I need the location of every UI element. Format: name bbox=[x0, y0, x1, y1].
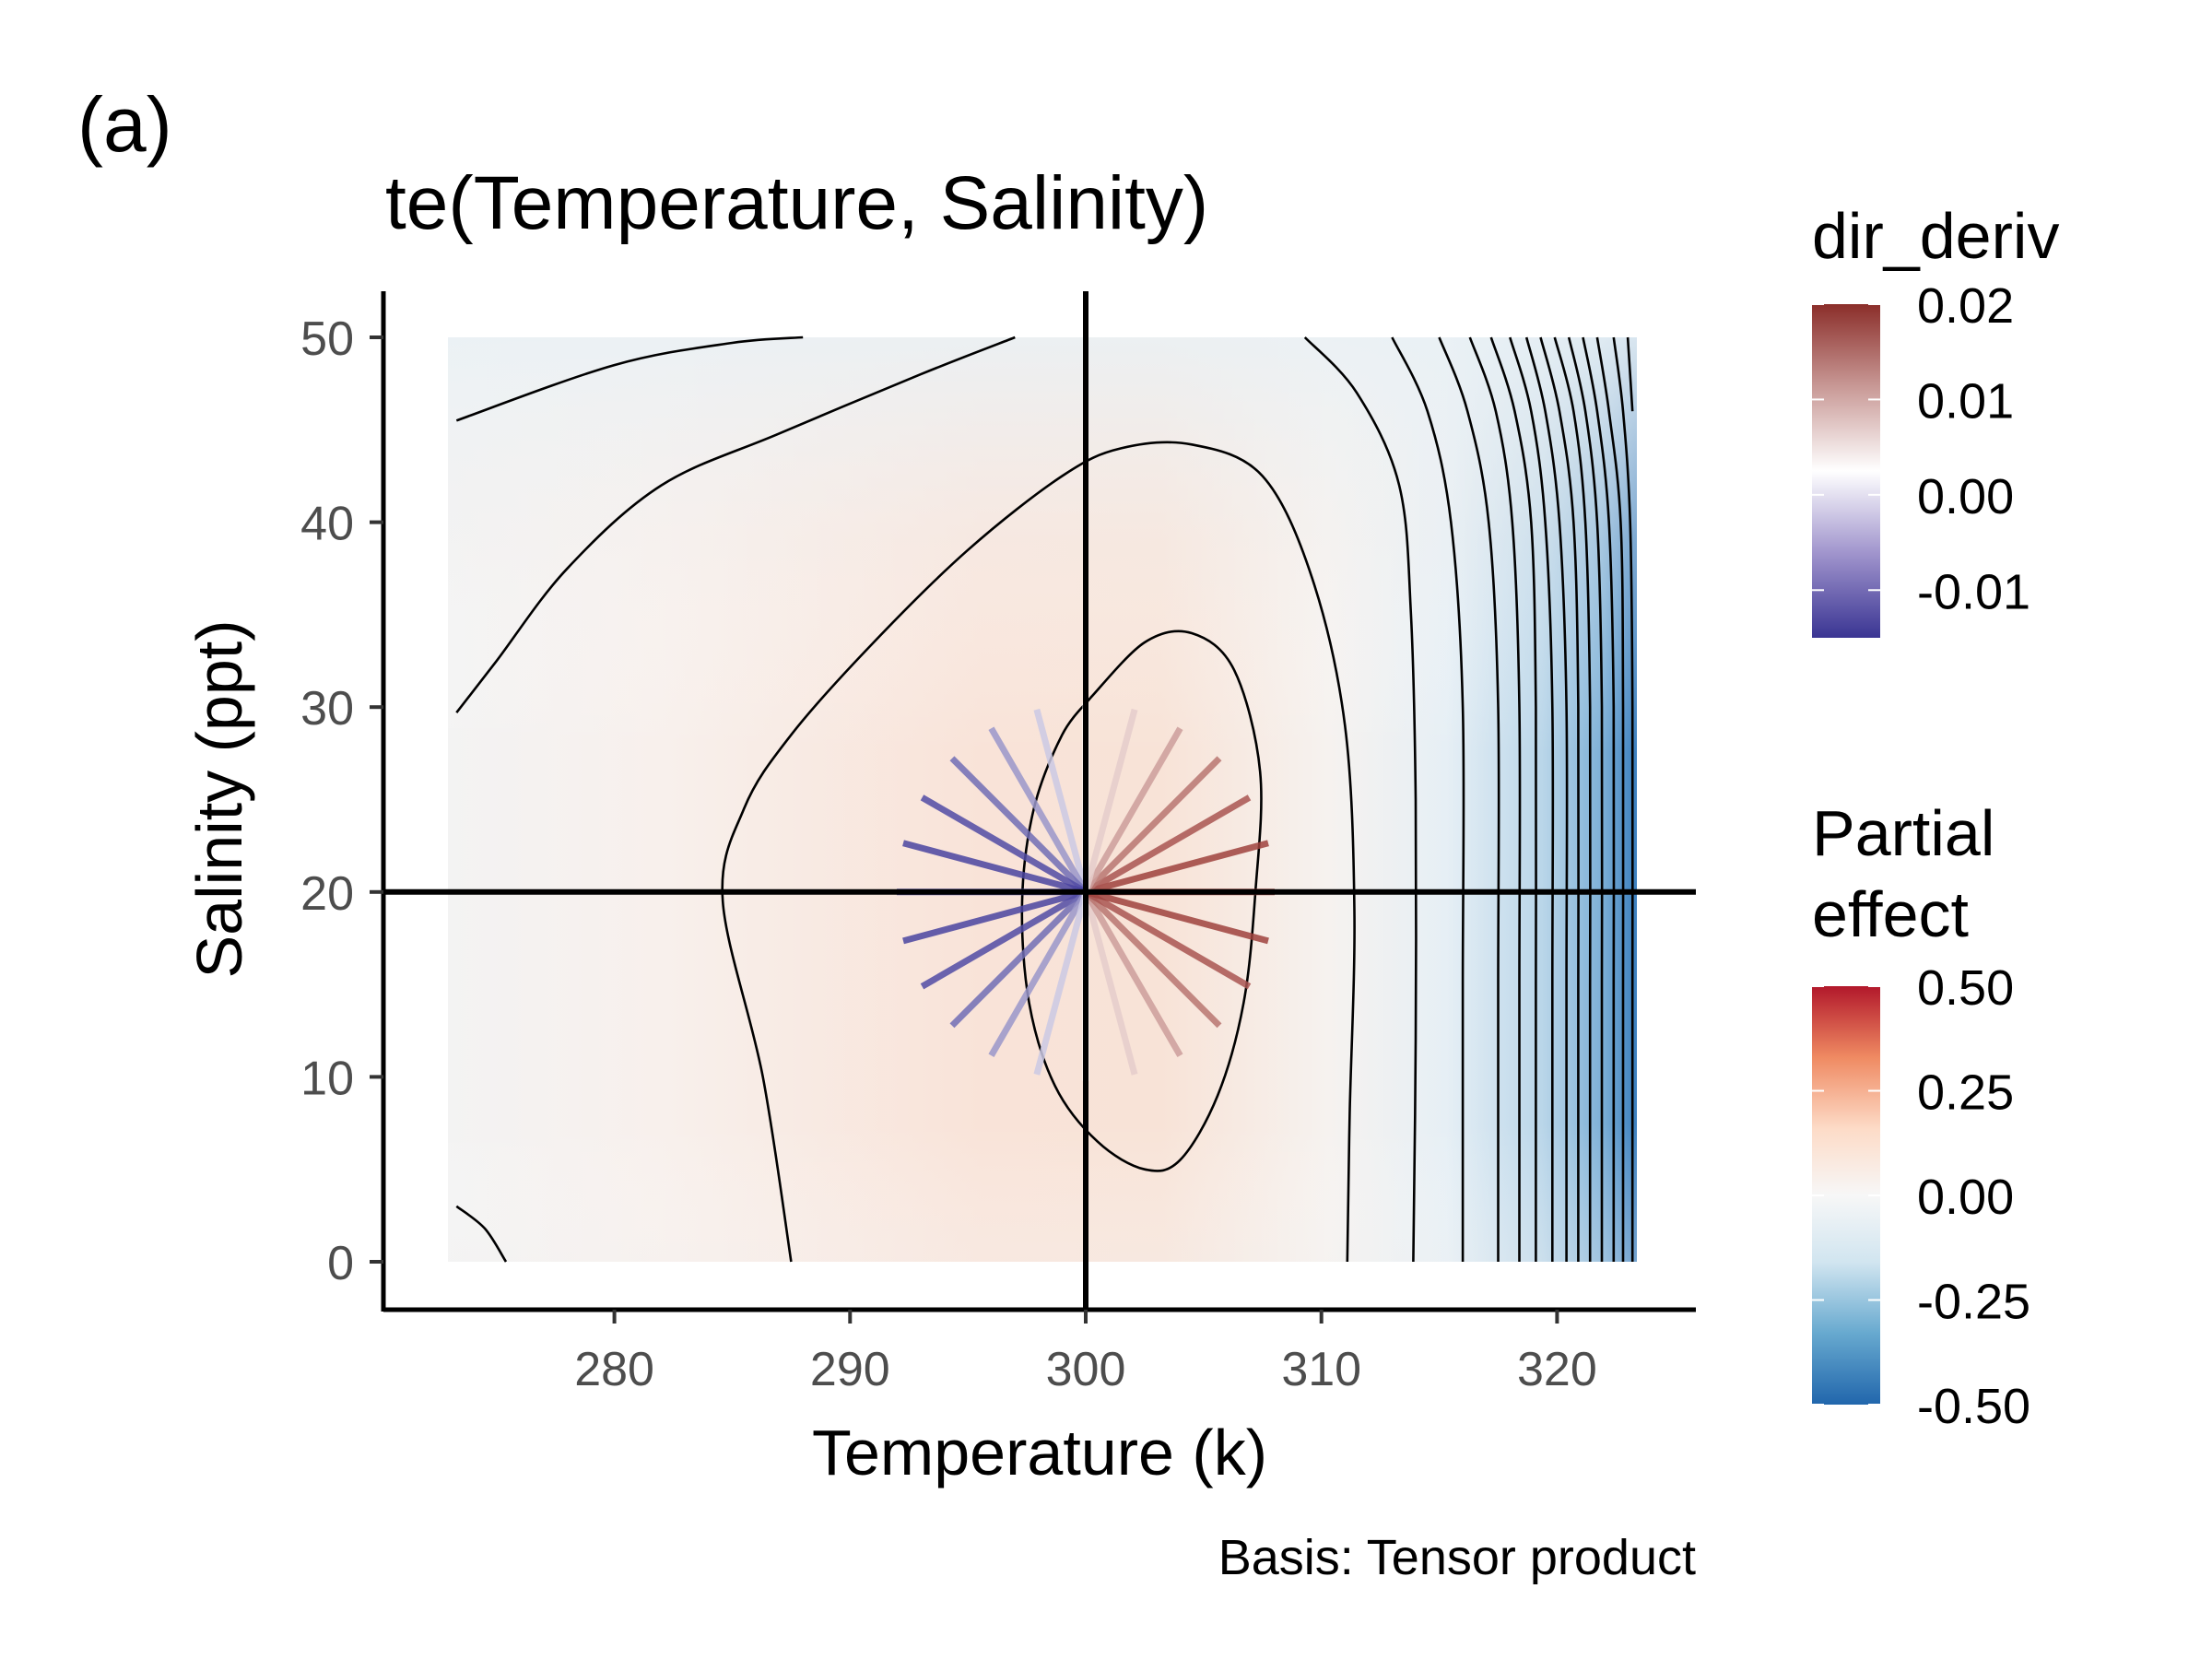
legend-dir-deriv-label: 0.00 bbox=[1917, 469, 2014, 524]
legend-partial-effect-label: 0.00 bbox=[1917, 1170, 2014, 1225]
dir-deriv-segment-300 bbox=[1082, 890, 1183, 1058]
dir-deriv-segment-285 bbox=[1082, 890, 1138, 1076]
contour-line-1 bbox=[455, 335, 1016, 713]
heatmap-shading bbox=[448, 337, 1637, 1262]
contour-lines bbox=[455, 335, 1634, 1263]
dir-deriv-segment-240 bbox=[988, 890, 1089, 1058]
y-tick-label: 20 bbox=[300, 867, 354, 921]
x-tick-label: 290 bbox=[810, 1343, 890, 1396]
dir-deriv-segment-15 bbox=[1085, 840, 1269, 896]
x-axis-ticks: 280 290 300 310 320 bbox=[574, 1310, 1597, 1396]
x-tick-label: 300 bbox=[1046, 1343, 1126, 1396]
dir-deriv-segment-105 bbox=[1033, 708, 1089, 893]
contour-line-16 bbox=[1595, 336, 1625, 1262]
dir-deriv-segment-150 bbox=[920, 794, 1088, 895]
contour-line-12 bbox=[1539, 336, 1581, 1262]
x-tick-label: 310 bbox=[1281, 1343, 1361, 1396]
contour-line-17 bbox=[1612, 336, 1634, 1262]
x-tick-label: 320 bbox=[1517, 1343, 1597, 1396]
legend-partial-effect-label: -0.25 bbox=[1917, 1275, 2030, 1330]
dir-deriv-segment-75 bbox=[1082, 708, 1138, 893]
contour-line-14 bbox=[1567, 336, 1604, 1262]
dir-deriv-segment-30 bbox=[1084, 794, 1252, 895]
y-tick-label: 10 bbox=[300, 1052, 354, 1105]
contour-line-2 bbox=[455, 1205, 508, 1263]
y-axis-title: Salinity (ppt) bbox=[183, 619, 255, 978]
contour-line-4 bbox=[1020, 629, 1263, 1172]
legend-dir-deriv-colorbar bbox=[1812, 304, 1880, 638]
caption: Basis: Tensor product bbox=[1218, 1530, 1696, 1585]
dir-deriv-segment-210 bbox=[920, 888, 1088, 990]
legend-partial-effect-label: -0.50 bbox=[1917, 1379, 2030, 1434]
contour-line-0 bbox=[455, 335, 804, 422]
y-tick-label: 0 bbox=[327, 1237, 354, 1290]
legend-dir-deriv-label: -0.01 bbox=[1917, 564, 2030, 619]
contour-line-8 bbox=[1468, 336, 1522, 1262]
contour-line-11 bbox=[1524, 336, 1569, 1262]
contour-line-10 bbox=[1509, 336, 1555, 1262]
y-tick-label: 50 bbox=[300, 312, 354, 366]
legend-dir-deriv-label: 0.01 bbox=[1917, 373, 2014, 429]
dir-deriv-segment-195 bbox=[902, 888, 1087, 945]
legend-partial-effect-label: 0.50 bbox=[1917, 960, 2014, 1016]
y-tick-label: 40 bbox=[300, 498, 354, 551]
legend-partial-effect-title-2: effect bbox=[1812, 878, 1969, 950]
contour-line-18 bbox=[1626, 336, 1634, 412]
y-tick-label: 30 bbox=[300, 682, 354, 735]
dir-deriv-segment-345 bbox=[1085, 888, 1269, 945]
contour-line-5 bbox=[1303, 336, 1418, 1263]
dir-deriv-segment-330 bbox=[1084, 888, 1252, 990]
dir-deriv-segment-135 bbox=[949, 756, 1088, 895]
panel-tag: (a) bbox=[77, 81, 172, 168]
dir-deriv-segment-225 bbox=[949, 889, 1088, 1029]
contour-line-3 bbox=[721, 441, 1356, 1263]
legend-dir-deriv-title: dir_deriv bbox=[1812, 200, 2059, 272]
contour-line-7 bbox=[1438, 336, 1500, 1262]
chart-title: te(Temperature, Salinity) bbox=[385, 161, 1208, 245]
dir-deriv-segment-120 bbox=[988, 726, 1089, 894]
contour-line-15 bbox=[1582, 336, 1616, 1262]
x-tick-label: 280 bbox=[574, 1343, 654, 1396]
y-axis-ticks: 0 10 20 30 40 50 bbox=[300, 312, 383, 1290]
dir-deriv-segment-45 bbox=[1083, 756, 1222, 895]
contour-line-6 bbox=[1391, 336, 1465, 1262]
dir-deriv-segment-60 bbox=[1082, 726, 1183, 894]
legend-partial-effect: Partial effect 0.50 0.25 0.00 -0.25 -0.50 bbox=[1812, 797, 2030, 1434]
contour-line-13 bbox=[1553, 336, 1592, 1262]
plot-panel bbox=[383, 291, 1696, 1310]
legend-dir-deriv-label: 0.02 bbox=[1917, 278, 2014, 334]
legend-dir-deriv: dir_deriv 0.02 0.01 0.00 -0.01 bbox=[1812, 200, 2059, 638]
dir-deriv-segment-255 bbox=[1033, 890, 1089, 1076]
dir-deriv-segment-165 bbox=[902, 840, 1087, 896]
legend-partial-effect-label: 0.25 bbox=[1917, 1065, 2014, 1121]
x-axis-title: Temperature (k) bbox=[812, 1417, 1267, 1488]
contour-line-9 bbox=[1489, 336, 1538, 1262]
dir-deriv-segment-315 bbox=[1083, 889, 1222, 1029]
legend-partial-effect-title-1: Partial bbox=[1812, 797, 1994, 869]
